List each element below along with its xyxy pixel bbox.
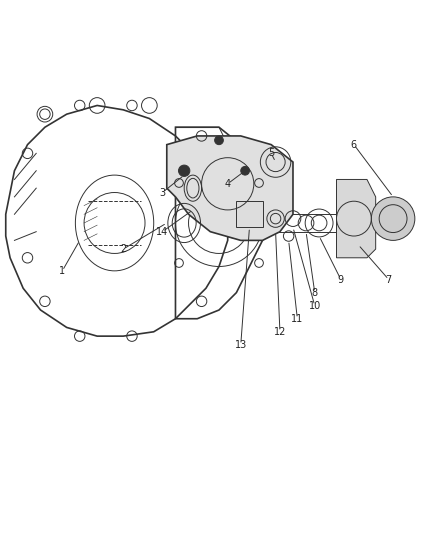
Text: 14: 14 bbox=[156, 227, 169, 237]
Text: 4: 4 bbox=[225, 179, 231, 189]
Text: 6: 6 bbox=[351, 140, 357, 150]
Text: 1: 1 bbox=[59, 266, 65, 276]
Circle shape bbox=[371, 197, 415, 240]
Text: 2: 2 bbox=[120, 244, 127, 254]
Text: 8: 8 bbox=[312, 288, 318, 297]
Text: 10: 10 bbox=[309, 301, 321, 311]
Polygon shape bbox=[336, 180, 376, 258]
Text: 5: 5 bbox=[268, 148, 274, 158]
Polygon shape bbox=[167, 136, 293, 240]
Text: 11: 11 bbox=[291, 314, 304, 324]
Text: 9: 9 bbox=[338, 274, 344, 285]
Text: 3: 3 bbox=[159, 188, 166, 198]
Text: 7: 7 bbox=[385, 274, 392, 285]
Bar bbox=[237, 201, 262, 228]
Text: 13: 13 bbox=[235, 340, 247, 350]
Circle shape bbox=[241, 166, 250, 175]
Text: 12: 12 bbox=[274, 327, 286, 337]
Circle shape bbox=[215, 136, 223, 144]
Circle shape bbox=[179, 165, 190, 176]
